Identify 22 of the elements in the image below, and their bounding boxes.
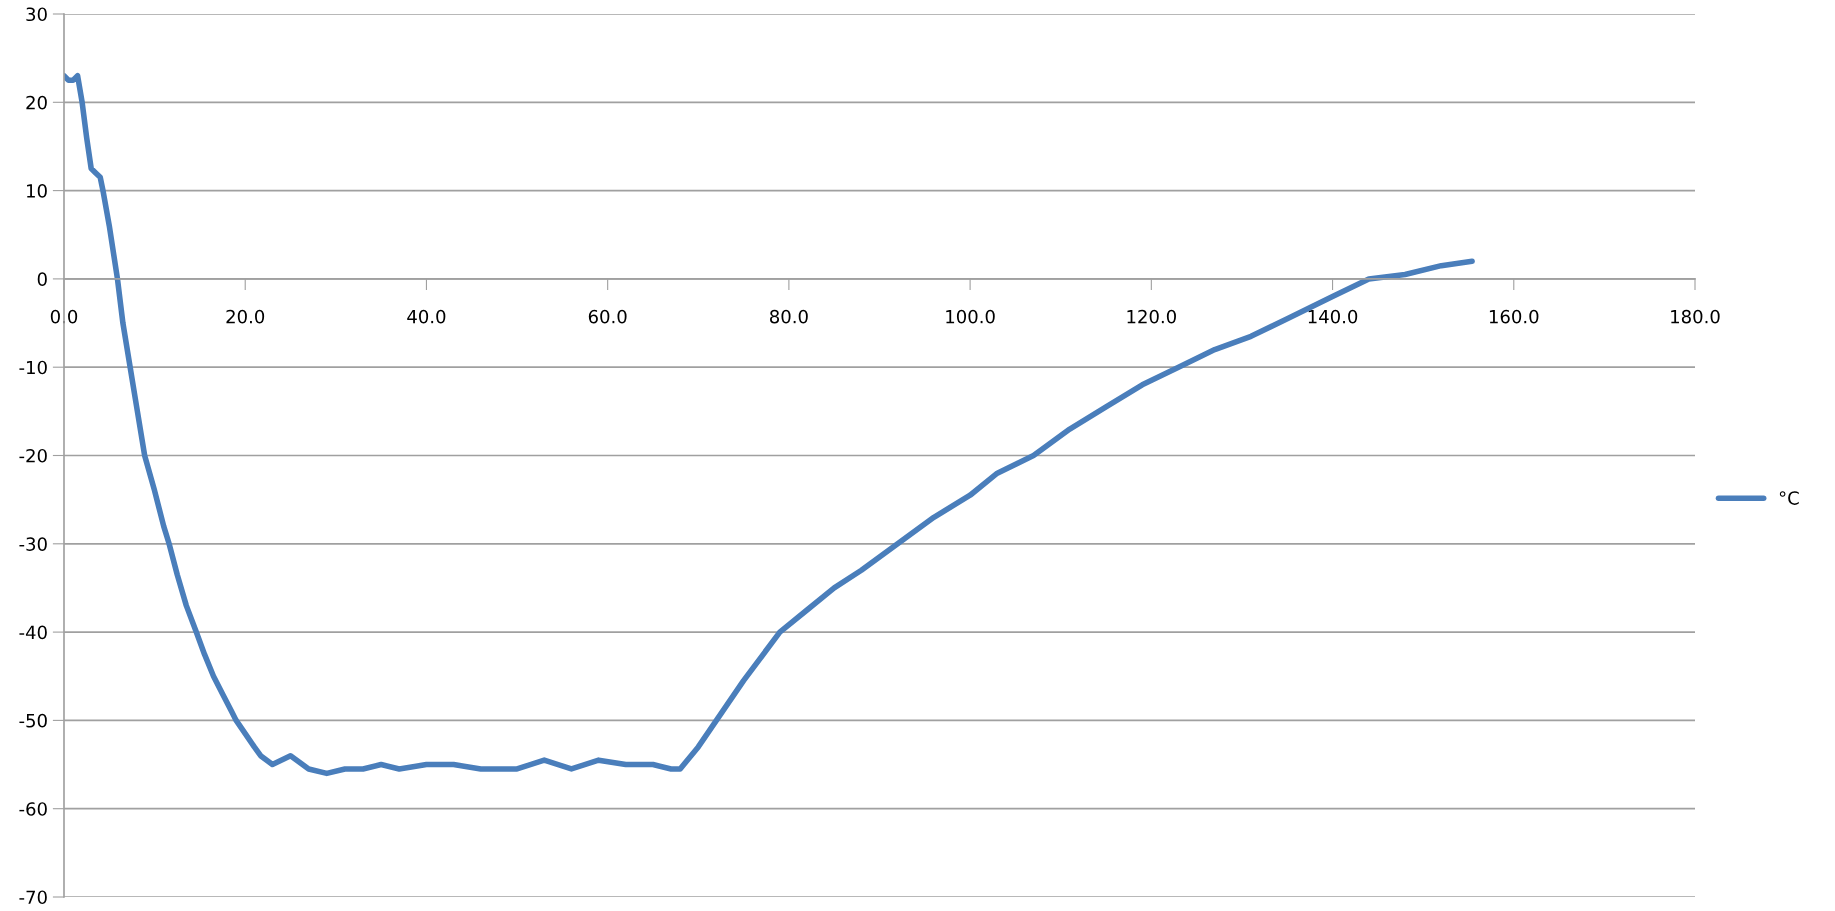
x-tick-label: 20.0 [226,309,265,324]
y-tick-label: -70 [19,890,47,905]
y-tick-label: -60 [19,802,47,816]
x-tick-label: 40.0 [407,309,446,324]
x-tick-label: 60.0 [588,309,627,324]
x-tick-label: 0.0 [50,309,78,324]
y-tick-label: 0 [37,272,47,287]
y-tick-label: -40 [19,625,47,640]
x-tick-label: 100.0 [946,309,995,324]
x-tick-label: 120.0 [1127,309,1176,324]
x-tick-label: 160.0 [1489,309,1539,324]
legend-label: °C [1779,491,1799,505]
y-tick-label: 20 [26,95,47,110]
x-tick-label: 180.0 [1671,309,1720,324]
y-tick-label: -30 [19,537,47,551]
x-tick-label: 80.0 [770,309,808,324]
y-tick-label: -20 [19,448,47,463]
y-tick-label: -50 [19,713,47,728]
y-tick-label: -10 [19,360,47,375]
y-tick-label: 30 [26,7,47,22]
y-tick-label: 10 [27,184,47,198]
x-tick-label: 140.0 [1308,309,1358,324]
